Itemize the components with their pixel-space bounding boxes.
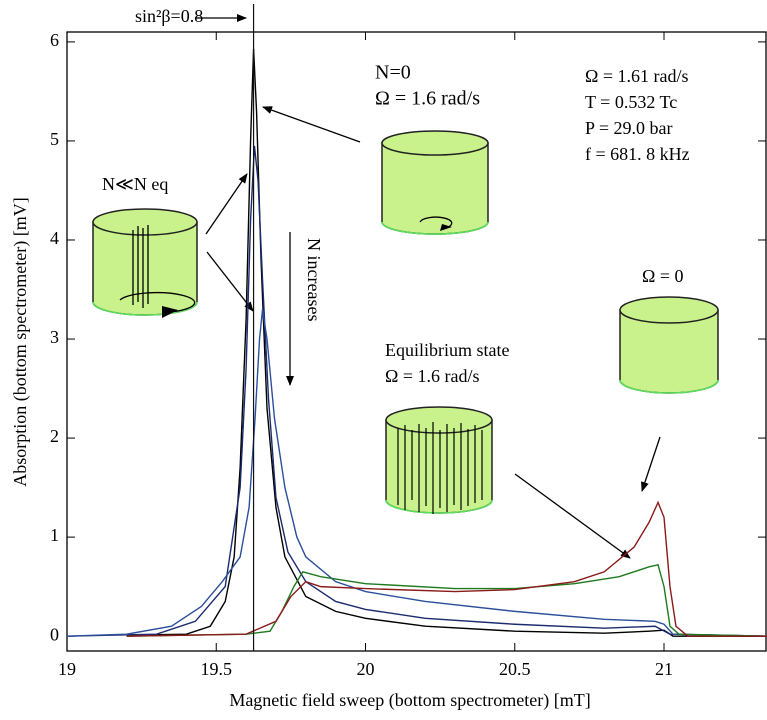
cylinder-omega0 <box>619 296 719 394</box>
annotation: N=0 <box>375 62 411 84</box>
y-tick-label: 6 <box>50 30 59 50</box>
annotation: f = 681. 8 kHz <box>585 144 690 164</box>
annotation: T = 0.532 Tc <box>585 92 677 112</box>
y-tick-label: 5 <box>50 129 59 149</box>
x-tick-label: 21 <box>655 659 673 679</box>
data-line <box>126 500 767 637</box>
annotation: N≪N eq <box>102 174 168 194</box>
annotation: P = 29.0 bar <box>585 118 672 138</box>
y-tick-label: 1 <box>50 525 59 545</box>
cylinder-eq <box>385 406 493 514</box>
data-line <box>126 48 767 637</box>
cylinder-nlow <box>92 208 198 318</box>
x-tick-label: 20.5 <box>499 659 531 679</box>
annotation: Ω = 1.6 rad/s <box>375 88 480 110</box>
annotation: Ω = 0 <box>642 266 684 286</box>
cylinder-n0 <box>381 130 489 235</box>
annotation: Equilibrium state <box>385 340 509 360</box>
y-axis-label: Absorption (bottom spectrometer) [mV] <box>10 197 31 486</box>
data-line <box>66 145 767 637</box>
y-tick-label: 3 <box>50 327 59 347</box>
x-tick-label: 19 <box>58 659 76 679</box>
x-tick-label: 19.5 <box>201 659 233 679</box>
plot-frame <box>66 31 767 652</box>
arrows <box>195 14 661 559</box>
annotation: N increases <box>304 238 324 321</box>
y-tick-label: 4 <box>50 228 59 248</box>
annotation: Ω = 1.6 rad/s <box>385 366 480 386</box>
x-axis-label: Magnetic field sweep (bottom spectromete… <box>229 690 590 711</box>
x-tick-label: 20 <box>357 659 375 679</box>
marker-label: sin²β=0.8 <box>135 6 203 26</box>
y-tick-label: 2 <box>50 426 59 446</box>
data-line <box>66 309 767 637</box>
y-tick-label: 0 <box>50 624 59 644</box>
annotation: Ω = 1.61 rad/s <box>585 66 689 86</box>
data-line <box>126 564 767 637</box>
